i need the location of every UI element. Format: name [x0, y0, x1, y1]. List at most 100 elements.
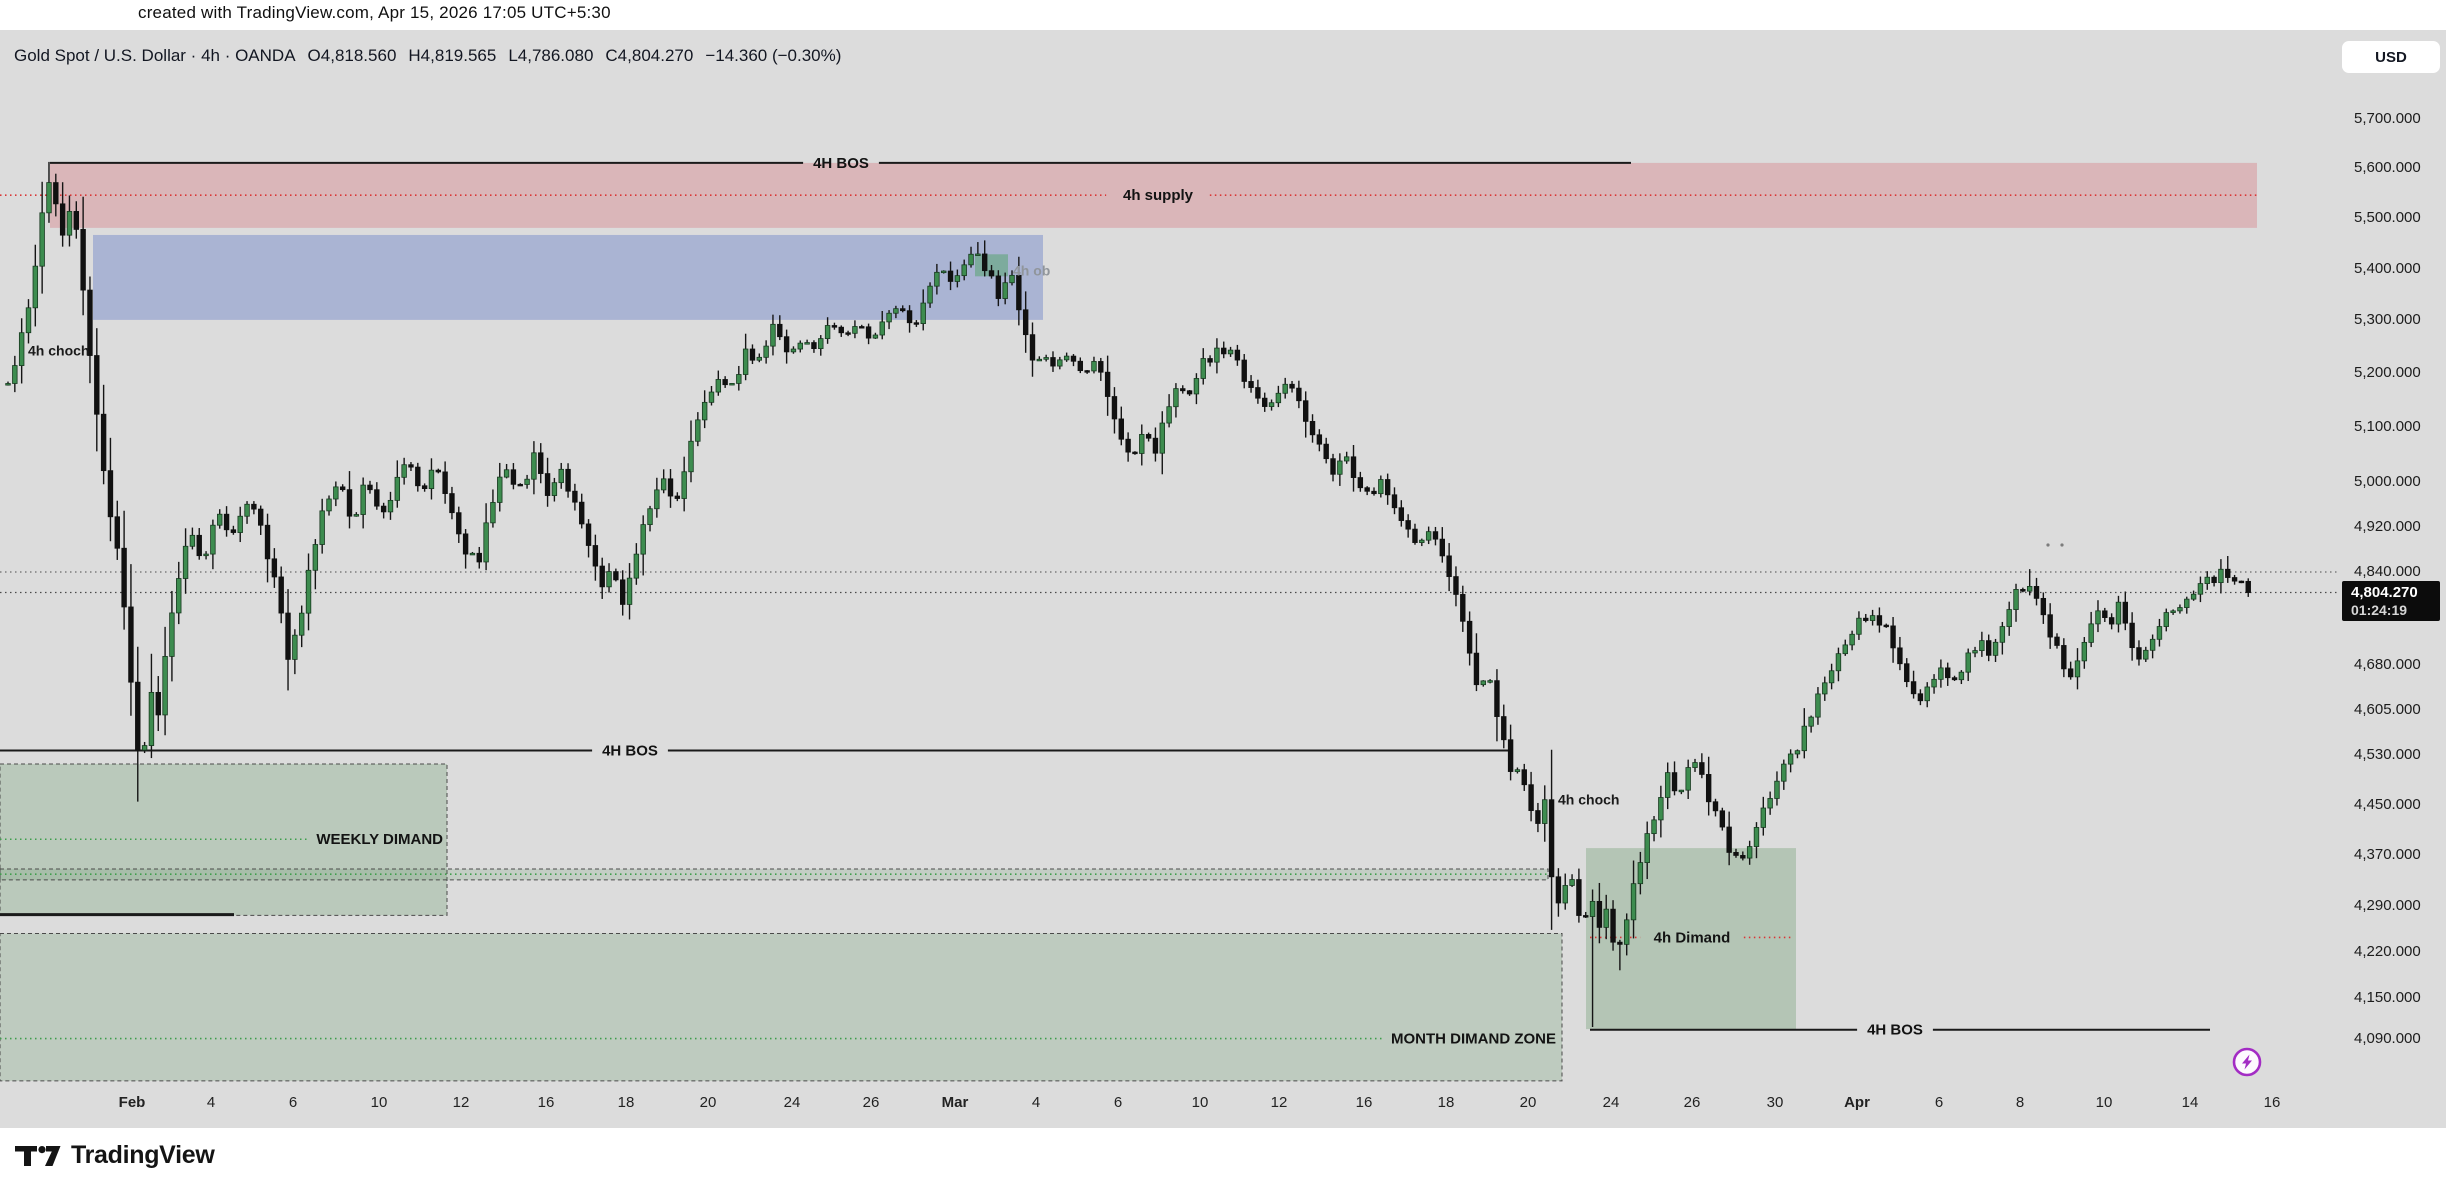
candle	[251, 501, 257, 515]
candle-body	[1316, 434, 1323, 445]
candle-body	[80, 229, 86, 291]
candle	[1979, 631, 1985, 657]
candle-body	[1070, 355, 1077, 362]
candle	[763, 340, 769, 364]
candle	[1951, 675, 1958, 681]
time-axis-label: 24	[1602, 1094, 1620, 1111]
time-axis[interactable]: Feb 4 6 10 12 16 18 20 24 26 Mar 4 6 10 12 16 18 20 24 26 30…	[0, 1090, 2340, 1118]
candle-body	[1282, 383, 1288, 394]
candle	[1084, 370, 1090, 374]
candle-body	[1384, 479, 1391, 496]
currency-button[interactable]: USD	[2342, 41, 2440, 73]
candle	[667, 469, 674, 508]
price-axis-label: 4,290.000	[2354, 897, 2421, 915]
candle	[469, 551, 476, 556]
candle-body	[831, 325, 838, 328]
drawing-zones[interactable]	[0, 162, 2257, 1082]
candle-body	[1644, 833, 1650, 863]
candle	[46, 161, 52, 223]
candle	[1822, 676, 1828, 701]
month-demand-zone[interactable]	[0, 933, 1563, 1082]
candle-body	[968, 253, 974, 266]
candle-body	[1630, 883, 1637, 921]
candle-body	[558, 468, 564, 484]
candle-body	[1193, 378, 1200, 395]
candle	[1692, 758, 1698, 772]
candle	[1139, 424, 1145, 466]
candle	[1152, 427, 1159, 462]
tradingview-brand[interactable]: TradingView	[15, 1141, 215, 1170]
candle	[2040, 592, 2047, 624]
candle-body	[804, 342, 810, 345]
candle	[1521, 763, 1527, 791]
candle	[1384, 473, 1391, 505]
chart-background[interactable]	[0, 30, 2446, 1128]
candle-body	[39, 212, 45, 267]
candle	[326, 495, 332, 516]
candle-body	[626, 577, 633, 605]
candle-body	[469, 552, 476, 556]
candle	[2061, 638, 2067, 678]
candle-body	[954, 275, 961, 282]
candle	[620, 570, 626, 616]
flash-boost-icon[interactable]	[2232, 1047, 2262, 1077]
tradingview-brand-text: TradingView	[71, 1141, 215, 1169]
supply-zone[interactable]	[50, 162, 2257, 228]
candle	[1207, 355, 1213, 367]
4h-demand-zone[interactable]	[1586, 848, 1796, 1030]
candle	[1883, 623, 1889, 628]
candle-body	[790, 348, 797, 353]
candle-body	[1036, 358, 1043, 362]
candle-body	[1924, 686, 1930, 702]
candle-body	[2067, 668, 2074, 678]
candle	[708, 385, 715, 406]
candle-body	[2074, 660, 2081, 678]
candle-body	[1425, 531, 1432, 541]
weekly-demand-zone[interactable]	[0, 763, 448, 916]
candle-body	[1535, 810, 1541, 824]
candle	[1583, 911, 1589, 918]
candle-body	[2081, 641, 2088, 662]
candle-body	[2013, 589, 2019, 610]
candle-body	[1705, 774, 1712, 803]
candle	[1275, 385, 1282, 408]
candle-body	[1309, 420, 1316, 436]
ob-label[interactable]: 4h ob	[1013, 263, 1050, 279]
candle-body	[53, 182, 59, 205]
candlesticks	[5, 161, 2251, 1028]
candle-body	[2020, 589, 2026, 592]
candle	[264, 513, 271, 583]
candle	[401, 457, 407, 485]
candle	[333, 481, 339, 507]
price-axis-label: 4,680.000	[2354, 656, 2421, 674]
candle-body	[2190, 593, 2197, 600]
demand-strip-zone[interactable]	[0, 868, 1549, 881]
candle-body	[456, 512, 462, 535]
candle-body	[1658, 797, 1664, 821]
candle-body	[695, 419, 701, 442]
candle-body	[838, 326, 844, 334]
bos-bottom-line-label: 4H BOS	[1867, 1022, 1923, 1039]
candle	[1726, 811, 1732, 866]
candle-body	[1521, 769, 1527, 786]
price-axis[interactable]: 5,700.000 5,600.000 5,500.000 5,400.000 5,30…	[2340, 30, 2446, 1085]
symbol-legend[interactable]: Gold Spot / U.S. Dollar · 4h · OANDA O4,8…	[14, 46, 841, 66]
candle	[865, 323, 872, 345]
choch-label-left[interactable]: 4h choch	[28, 343, 89, 359]
candle-body	[763, 345, 769, 358]
candle-body	[135, 681, 141, 751]
blue-ob-zone[interactable]	[93, 234, 1043, 320]
candle	[1200, 348, 1206, 385]
candle-body	[1419, 539, 1425, 543]
candle	[380, 502, 387, 519]
candle-body	[865, 326, 872, 339]
candle	[1050, 351, 1056, 372]
choch-label-crash[interactable]: 4h choch	[1558, 792, 1619, 808]
time-axis-label: 12	[452, 1094, 470, 1111]
candle-body	[2170, 610, 2176, 613]
candle	[1391, 487, 1398, 515]
candle-body	[1234, 349, 1241, 361]
drawing-lines[interactable]: 4H BOS 4h supply 4H BOS WEEKLY DIMAND MONTH …	[0, 155, 2340, 1048]
candle	[2204, 571, 2210, 590]
